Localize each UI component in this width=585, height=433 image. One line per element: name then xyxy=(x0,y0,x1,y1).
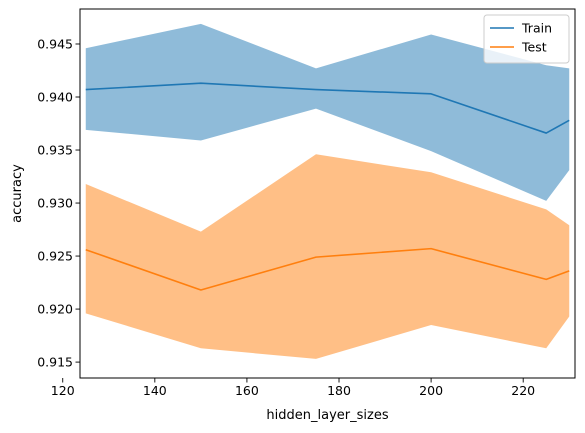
y-tick-label: 0.935 xyxy=(37,143,73,158)
legend-label-train: Train xyxy=(521,21,552,36)
x-axis-ticks: 120 140 160 180 200 220 xyxy=(51,378,535,398)
band-train xyxy=(85,23,570,201)
y-tick-label: 0.940 xyxy=(37,90,73,105)
legend: Train Test xyxy=(483,14,570,64)
y-tick-label: 0.920 xyxy=(37,302,73,317)
legend-box xyxy=(483,14,570,64)
x-tick-label: 140 xyxy=(143,383,167,398)
line-train xyxy=(85,82,570,134)
line-test xyxy=(85,247,570,291)
x-tick-label: 220 xyxy=(511,383,535,398)
x-tick-label: 120 xyxy=(51,383,75,398)
x-tick-label: 160 xyxy=(235,383,259,398)
series-lines xyxy=(85,82,570,291)
legend-label-test: Test xyxy=(521,40,547,55)
y-axis-label: accuracy xyxy=(10,164,25,223)
y-tick-label: 0.930 xyxy=(37,196,73,211)
y-tick-label: 0.915 xyxy=(37,355,73,370)
y-tick-label: 0.925 xyxy=(37,249,73,264)
x-tick-label: 180 xyxy=(327,383,351,398)
x-tick-label: 200 xyxy=(419,383,443,398)
plot-frame xyxy=(79,8,576,379)
y-axis-ticks: 0.915 0.920 0.925 0.930 0.935 0.940 0.945 xyxy=(37,36,80,370)
confidence-bands xyxy=(85,23,570,359)
x-axis-label: hidden_layer_sizes xyxy=(266,408,388,423)
y-tick-label: 0.945 xyxy=(37,36,73,51)
